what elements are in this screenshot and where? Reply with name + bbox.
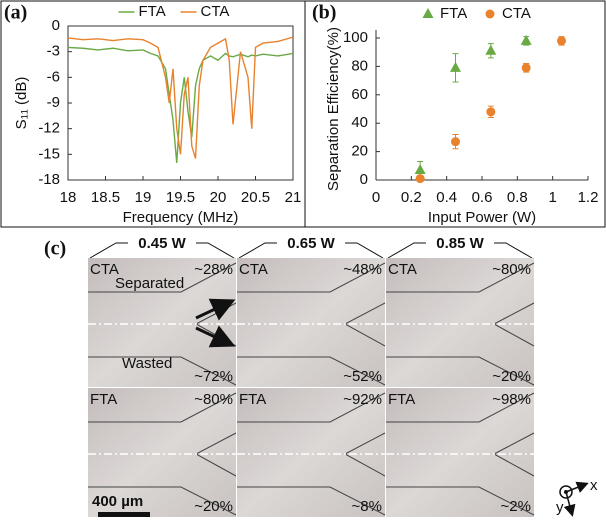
- row-label: FTA: [239, 391, 266, 408]
- percent-top: ~92%: [343, 391, 382, 408]
- micrograph: [237, 388, 385, 517]
- y-tick-label: 0: [52, 17, 60, 34]
- marker: [520, 34, 532, 45]
- row-label: CTA: [239, 261, 268, 278]
- scale-bar-label: 400 µm: [92, 493, 143, 510]
- x-tick-label: 0: [372, 189, 380, 206]
- bracket-bg: [426, 233, 494, 253]
- legend-label: FTA: [139, 3, 166, 20]
- micrograph: [88, 388, 236, 517]
- power-label: 0.85 W: [436, 235, 484, 252]
- x-tick-label: 19: [135, 189, 152, 206]
- percent-bottom: ~52%: [343, 368, 382, 385]
- percent-top: ~48%: [343, 261, 382, 278]
- y-tick-label: 80: [351, 57, 368, 74]
- y-axis-label: S₁₁ (dB): [13, 77, 30, 130]
- axis-x-label: x: [590, 477, 598, 494]
- row-label: FTA: [90, 391, 117, 408]
- percent-top: ~98%: [492, 391, 531, 408]
- x-tick-label: 20: [210, 189, 227, 206]
- marker: [414, 164, 426, 175]
- legend-swatch: [422, 8, 434, 18]
- marker: [521, 63, 531, 73]
- coordinate-icon: [559, 481, 589, 517]
- y-tick-label: 0: [360, 171, 368, 188]
- panel-label: (c): [44, 238, 66, 260]
- marker: [415, 174, 425, 184]
- legend-label: FTA: [440, 5, 467, 22]
- x-tick-label: 19.5: [166, 189, 195, 206]
- x-tick-label: 1: [548, 189, 556, 206]
- y-tick-label: 100: [343, 29, 368, 46]
- region-label: Wasted: [122, 355, 172, 372]
- marker: [451, 137, 460, 147]
- x-axis-label: Input Power (W): [428, 209, 536, 226]
- micrograph: [237, 258, 385, 387]
- micrograph: [386, 258, 534, 387]
- percent-bottom: ~72%: [194, 368, 233, 385]
- x-tick-label: 18.5: [91, 189, 120, 206]
- row-label: CTA: [388, 261, 417, 278]
- marker: [557, 36, 566, 46]
- row-label: FTA: [388, 391, 415, 408]
- x-axis-label: Frequency (MHz): [123, 209, 239, 226]
- legend-label: CTA: [502, 5, 531, 22]
- y-tick-label: -6: [47, 68, 60, 85]
- series-line: [67, 36, 294, 159]
- bracket-bg: [277, 233, 345, 253]
- x-tick-label: 21: [285, 189, 302, 206]
- y-tick-label: 60: [351, 86, 368, 103]
- y-tick-label: -9: [47, 94, 60, 111]
- y-tick-label: -12: [38, 120, 60, 137]
- marker: [450, 61, 461, 72]
- marker: [485, 44, 497, 55]
- percent-bottom: ~20%: [194, 498, 233, 515]
- panel-c: 0.45 W 0.65 W 0.85 W CTA ~28% ~72% CTA ~48% ~52%…: [88, 233, 535, 517]
- percent-top: ~28%: [194, 261, 233, 278]
- x-tick-label: 20.5: [241, 189, 270, 206]
- arrow: [195, 325, 236, 348]
- micrograph: [88, 258, 236, 387]
- percent-bottom: ~8%: [352, 498, 382, 515]
- legend-swatch: [485, 9, 495, 19]
- y-tick-label: -18: [38, 171, 60, 188]
- percent-bottom: ~2%: [501, 498, 531, 515]
- region-label: Separated: [115, 275, 184, 292]
- y-tick-label: 20: [351, 143, 368, 160]
- percent-bottom: ~20%: [492, 368, 531, 385]
- power-label: 0.65 W: [287, 235, 335, 252]
- x-tick-label: 0.4: [436, 189, 457, 206]
- bracket-bg: [128, 233, 196, 253]
- marker: [486, 107, 496, 117]
- y-tick-label: 40: [351, 114, 368, 131]
- panel-b-border: [304, 0, 606, 228]
- micrograph: [386, 388, 534, 517]
- row-label: CTA: [90, 261, 119, 278]
- percent-top: ~80%: [492, 261, 531, 278]
- power-label: 0.45 W: [138, 235, 186, 252]
- percent-top: ~80%: [194, 391, 233, 408]
- x-tick-label: 0.2: [401, 189, 422, 206]
- y-tick-label: -15: [38, 145, 60, 162]
- panel-label: (a): [4, 2, 27, 24]
- panel-label: (b): [312, 2, 336, 24]
- x-tick-label: 0.6: [472, 189, 493, 206]
- x-tick-label: 18: [60, 189, 77, 206]
- y-tick-label: -3: [47, 43, 60, 60]
- y-axis-label: Separation Efficiency(%): [325, 27, 342, 191]
- x-tick-label: 1.2: [578, 189, 599, 206]
- legend-label: CTA: [201, 3, 230, 20]
- arrow: [195, 298, 236, 321]
- axis-y-label: y: [556, 499, 564, 516]
- scale-bar: [98, 512, 150, 517]
- x-tick-label: 0.8: [507, 189, 528, 206]
